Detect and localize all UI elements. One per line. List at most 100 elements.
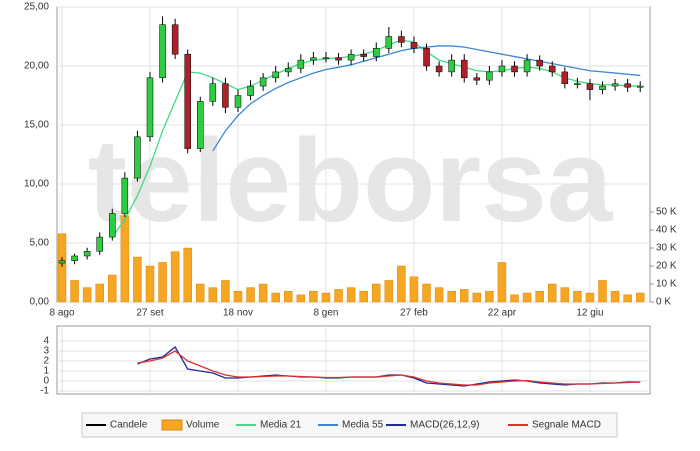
y2-tick-label: 20 K [656,261,677,272]
candle-body [171,24,179,55]
y-tick-label: -1 [40,386,49,397]
candle-body [335,57,342,61]
volume-bar [284,290,293,303]
volume-bar [183,247,192,303]
candle-body [486,71,493,81]
candle-body [574,83,581,85]
legend-label: Volume [186,420,220,431]
volume-bar [359,290,368,303]
y2-tick-label: 40 K [656,225,677,236]
y2-tick-label: 0 K [656,297,671,308]
volume-bar [70,280,79,303]
volume-bar [560,287,570,303]
candle-body [347,53,355,61]
candle-body [360,53,367,57]
legend-label: MACD(26,12,9) [410,420,479,431]
volume-bar [82,287,92,303]
y-tick-label: 5,00 [30,238,50,249]
candle-body [272,71,279,79]
volume-bar [57,233,67,303]
volume-bar [535,290,544,303]
candle-body [511,65,518,73]
y-tick-label: 1 [43,366,49,377]
volume-bar [510,294,519,303]
candle-body [624,83,631,88]
volume-bar [170,251,180,303]
volume-bar [158,262,167,303]
y-tick-label: 3 [43,346,49,357]
candle-body [259,77,267,87]
x-tick-label: 27 feb [400,308,428,319]
candle-body [385,36,393,49]
candle-body [247,85,254,96]
legend-label: Candele [110,420,148,431]
legend-swatch [161,419,183,431]
volume-bar [397,265,406,303]
legend-label: Media 55 [342,420,384,431]
volume-bar [522,292,532,303]
volume-bar [573,290,582,303]
candle-body [234,95,242,108]
x-tick-label: 8 ago [49,308,74,319]
volume-bar [598,280,607,303]
candle-body [297,59,305,69]
candle-body [373,48,380,57]
volume-bar [485,290,494,303]
candle-body [83,251,91,257]
x-tick-label: 8 gen [313,308,338,319]
line-series [137,350,641,386]
legend-label: Media 21 [260,420,302,431]
candle-body [586,83,594,90]
volume-bar [346,287,356,303]
candle-body [410,42,418,49]
volume-bar [196,283,205,303]
volume-bar [321,292,331,303]
x-tick-label: 18 nov [223,308,253,319]
candle-body [58,260,66,264]
line-series [137,346,641,387]
candle-body [209,83,217,102]
x-tick-label: 22 apr [488,308,517,319]
volume-bar [108,274,117,303]
volume-bar [246,287,255,303]
volume-bar [447,290,456,303]
candle-body [322,57,330,59]
volume-bar [472,292,482,303]
candle-body [548,65,556,73]
y2-tick-label: 50 K [656,207,677,218]
candle-body [285,68,292,73]
volume-bar [422,283,431,303]
y-tick-label: 20,00 [24,61,49,72]
candle-body [71,255,78,261]
y-tick-label: 0 [43,376,49,387]
volume-bar [208,287,218,303]
volume-bar [547,283,557,303]
candle-body [523,59,531,73]
x-tick-label: 12 giu [576,308,603,319]
volume-bar [623,294,632,303]
y2-tick-label: 30 K [656,243,677,254]
volume-bar [459,289,469,303]
candle-body [536,59,543,67]
candle-body [473,77,481,81]
candle-body [435,65,443,73]
volume-bar [409,276,419,303]
volume-bar [271,292,280,303]
volume-bar [145,265,155,303]
candle-body [398,36,405,43]
candle-body [611,83,619,87]
volume-bar [309,290,318,303]
candle-body [423,48,430,67]
x-tick-label: 27 set [136,308,163,319]
volume-bar [585,292,595,303]
y-tick-label: 15,00 [24,120,49,131]
volume-bar [334,289,343,303]
candle-body [498,65,506,73]
y-tick-label: 2 [43,356,49,367]
candle-body [222,83,229,108]
volume-bar [120,215,130,303]
volume-bar [434,287,444,303]
candle-body [134,136,141,179]
candle-body [636,85,644,88]
